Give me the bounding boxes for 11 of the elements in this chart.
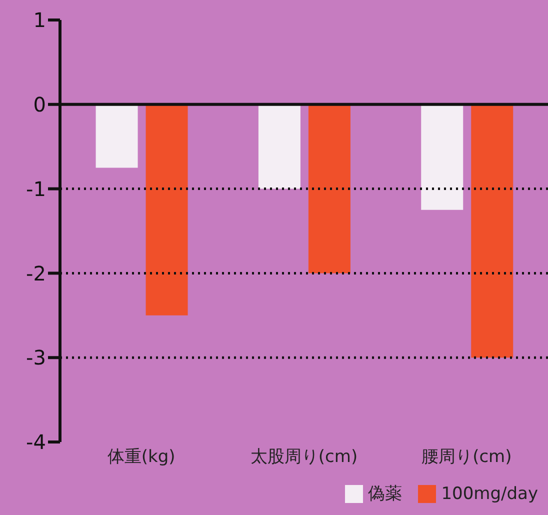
x-tick-label: 腰周り(cm) bbox=[422, 447, 512, 468]
x-tick-label: 太股周り(cm) bbox=[250, 447, 358, 468]
y-tick-label: 0 bbox=[33, 92, 46, 116]
legend-label: 100mg/day bbox=[441, 484, 538, 504]
y-tick-label: -2 bbox=[26, 261, 46, 286]
y-tick-label: -1 bbox=[26, 176, 46, 201]
y-tick-label: 1 bbox=[33, 8, 46, 32]
y-tick-label: -4 bbox=[26, 430, 46, 454]
x-tick-label: 体重(kg) bbox=[107, 447, 176, 468]
y-tick-label: -3 bbox=[26, 346, 46, 370]
legend-label: 偽薬 bbox=[368, 483, 402, 505]
